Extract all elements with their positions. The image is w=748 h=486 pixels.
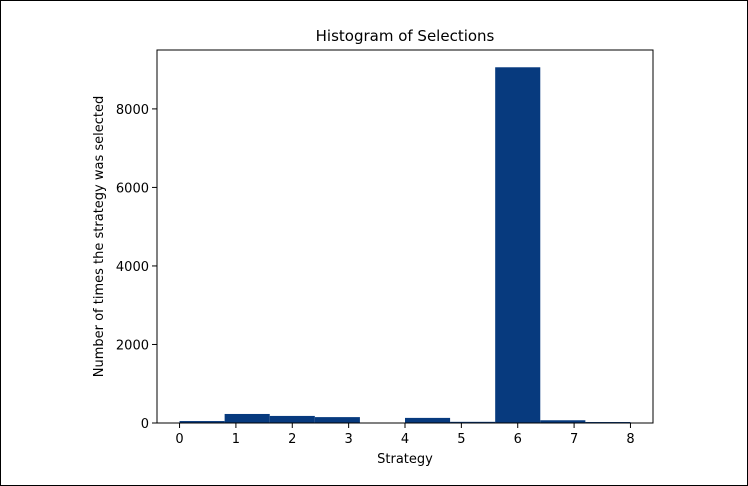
bars-group [179, 67, 631, 423]
histogram-bar-0 [179, 421, 225, 423]
histogram-bar-2 [269, 415, 315, 423]
x-tick-label-2: 2 [288, 432, 296, 447]
x-tick-label-3: 3 [344, 432, 352, 447]
x-tick-label-7: 7 [570, 432, 578, 447]
x-tick-label-6: 6 [514, 432, 522, 447]
x-tick-label-4: 4 [401, 432, 409, 447]
x-tick-label-5: 5 [457, 432, 465, 447]
y-tick-label-3: 6000 [116, 181, 149, 196]
y-tick-label-2: 4000 [116, 260, 149, 275]
x-tick-label-1: 1 [232, 432, 240, 447]
histogram-bar-3 [314, 417, 360, 423]
histogram-bar-5 [405, 417, 451, 423]
y-axis-label: Number of times the strategy was selecte… [92, 96, 107, 378]
histogram-bar-8 [540, 420, 586, 423]
y-tick-label-1: 2000 [116, 338, 149, 353]
x-tick-label-0: 0 [175, 432, 183, 447]
y-tick-label-0: 0 [141, 417, 149, 432]
y-tick-label-4: 8000 [116, 103, 149, 118]
histogram-bar-1 [224, 413, 270, 423]
plot-area-border [156, 49, 654, 424]
x-tick-label-8: 8 [626, 432, 634, 447]
x-axis-ticks: 0 1 2 3 4 5 6 7 8 [175, 423, 635, 447]
chart-title: Histogram of Selections [316, 27, 495, 45]
histogram-bar-7 [495, 67, 541, 423]
x-axis-label: Strategy [377, 452, 433, 467]
y-axis-ticks: 0 2000 4000 6000 8000 [116, 103, 157, 432]
histogram-bar-6 [450, 421, 496, 423]
